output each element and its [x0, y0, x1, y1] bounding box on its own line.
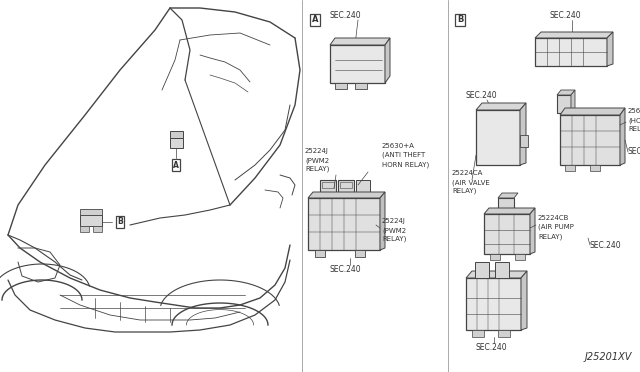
Text: 25224CA: 25224CA: [452, 170, 483, 176]
Bar: [495, 262, 509, 278]
Polygon shape: [530, 208, 535, 254]
Polygon shape: [330, 38, 390, 45]
Bar: [308, 198, 380, 250]
Polygon shape: [560, 108, 625, 115]
Bar: [315, 250, 325, 257]
Text: RELAY): RELAY): [628, 126, 640, 132]
Bar: [475, 262, 489, 278]
Text: (AIR VALVE: (AIR VALVE: [452, 179, 490, 186]
Polygon shape: [484, 208, 535, 214]
Text: SEC.240: SEC.240: [465, 90, 497, 99]
Polygon shape: [498, 193, 518, 198]
Text: J25201XV: J25201XV: [584, 352, 632, 362]
Bar: [93, 226, 102, 232]
Polygon shape: [466, 271, 527, 278]
Polygon shape: [535, 32, 613, 38]
Text: HORN RELAY): HORN RELAY): [382, 161, 429, 167]
Text: RELAY): RELAY): [382, 236, 406, 243]
Text: (HORN: (HORN: [628, 117, 640, 124]
Polygon shape: [520, 103, 526, 165]
Bar: [322, 182, 334, 188]
Bar: [355, 250, 365, 257]
Polygon shape: [557, 90, 575, 95]
Bar: [590, 165, 600, 171]
Polygon shape: [571, 90, 575, 113]
Polygon shape: [308, 192, 385, 198]
Text: RELAY): RELAY): [305, 166, 330, 173]
Bar: [338, 180, 354, 198]
Text: RELAY): RELAY): [538, 233, 563, 240]
Polygon shape: [385, 38, 390, 83]
Text: 25224J: 25224J: [382, 218, 406, 224]
Text: SEC.240: SEC.240: [330, 265, 362, 274]
Polygon shape: [380, 192, 385, 250]
Text: B: B: [117, 218, 123, 227]
Bar: [498, 198, 514, 214]
Text: 25630+A: 25630+A: [382, 143, 415, 149]
Bar: [476, 110, 520, 165]
Bar: [520, 135, 528, 147]
Text: 25224J: 25224J: [305, 148, 329, 154]
Polygon shape: [620, 108, 625, 165]
Bar: [80, 226, 89, 232]
Bar: [466, 278, 521, 330]
Bar: [80, 215, 102, 226]
Text: SEC.240: SEC.240: [330, 10, 362, 19]
Text: 25224CB: 25224CB: [538, 215, 570, 221]
Polygon shape: [607, 32, 613, 66]
Bar: [498, 330, 510, 337]
Text: 25630: 25630: [628, 108, 640, 114]
Bar: [560, 115, 620, 165]
Bar: [340, 182, 352, 188]
Text: SEC.240: SEC.240: [550, 10, 582, 19]
Text: SEC.240: SEC.240: [476, 343, 508, 352]
Bar: [490, 254, 500, 260]
Bar: [335, 83, 347, 89]
Bar: [355, 83, 367, 89]
Bar: [535, 38, 607, 66]
Text: (AIR PUMP: (AIR PUMP: [538, 224, 574, 231]
Text: SEC.240: SEC.240: [628, 148, 640, 157]
Bar: [80, 209, 102, 215]
Text: A: A: [173, 160, 179, 170]
Bar: [170, 131, 183, 138]
Text: A: A: [312, 16, 318, 25]
Text: B: B: [457, 16, 463, 25]
Polygon shape: [521, 271, 527, 330]
Bar: [356, 180, 370, 195]
Bar: [484, 214, 530, 254]
Text: RELAY): RELAY): [452, 188, 476, 195]
Bar: [565, 165, 575, 171]
Bar: [170, 138, 183, 148]
Text: (ANTI THEFT: (ANTI THEFT: [382, 152, 425, 158]
Bar: [472, 330, 484, 337]
Bar: [330, 45, 385, 83]
Text: (PWM2: (PWM2: [382, 227, 406, 234]
Polygon shape: [476, 103, 526, 110]
Bar: [515, 254, 525, 260]
Bar: [320, 180, 336, 198]
Text: (PWM2: (PWM2: [305, 157, 329, 164]
Text: SEC.240: SEC.240: [590, 241, 621, 250]
Bar: [557, 95, 571, 113]
